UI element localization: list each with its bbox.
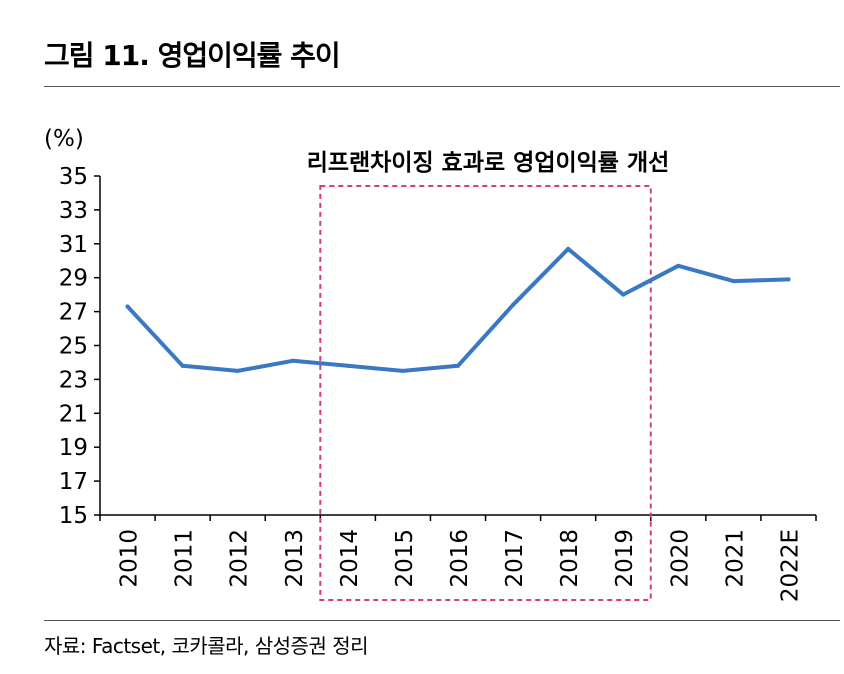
data-point [290,358,295,363]
data-point [621,292,626,297]
data-point [125,304,130,309]
source-note: 자료: Factset, 코카콜라, 삼성증권 정리 [44,634,369,658]
data-point [180,363,185,368]
data-point [511,302,516,307]
y-tick-label: 19 [59,435,88,461]
highlight-box [319,185,652,601]
data-point [456,363,460,368]
x-tick-label: 2021 [722,529,748,588]
y-tick-label: 23 [59,367,88,393]
data-point [786,277,791,282]
x-tick-label: 2022E [777,529,803,602]
y-tick-label: 31 [59,232,88,258]
x-tick-label: 2016 [447,529,473,588]
data-point [400,368,405,373]
y-tick-label: 21 [59,401,88,427]
x-tick-label: 2018 [557,529,583,588]
data-point [566,246,571,251]
x-tick-label: 2011 [172,529,198,588]
x-tick-label: 2017 [502,529,528,588]
annotation-text: 리프랜차이징 효과로 영업이익률 개선 [307,150,670,176]
x-tick-label: 2010 [117,529,143,588]
y-tick-label: 15 [59,503,88,529]
chart-axes [99,176,816,516]
y-tick-label: 29 [59,266,88,292]
title-divider [44,86,840,87]
x-tick-label: 2020 [667,529,693,588]
y-tick-label: 27 [59,300,88,326]
x-tick-label: 2013 [282,529,308,588]
series-group [125,246,791,373]
x-tick-label: 2019 [612,529,638,588]
series-line [125,246,791,373]
data-point [235,368,240,373]
y-axis-unit-label: (%) [44,126,84,152]
x-tick-label: 2014 [337,529,363,588]
x-axis-ticks: 2010 2011 2012 2013 2014 2015 2016 2017 2018 2019… [99,515,817,602]
y-tick-label: 17 [59,469,88,495]
y-tick-label: 25 [59,334,88,360]
data-point [345,363,350,368]
y-axis-ticks: 15 17 19 21 23 25 27 29 31 33 35 [59,164,100,529]
figure-title: 그림 11. 영업이익률 추이 [44,39,341,72]
x-tick-label: 2012 [227,529,253,588]
x-tick-label: 2015 [392,529,418,588]
data-point [731,279,736,284]
source-divider [44,620,840,621]
data-point [676,263,681,268]
y-tick-label: 35 [59,164,88,190]
y-tick-label: 33 [59,198,88,224]
highlight-box-group [319,185,652,601]
